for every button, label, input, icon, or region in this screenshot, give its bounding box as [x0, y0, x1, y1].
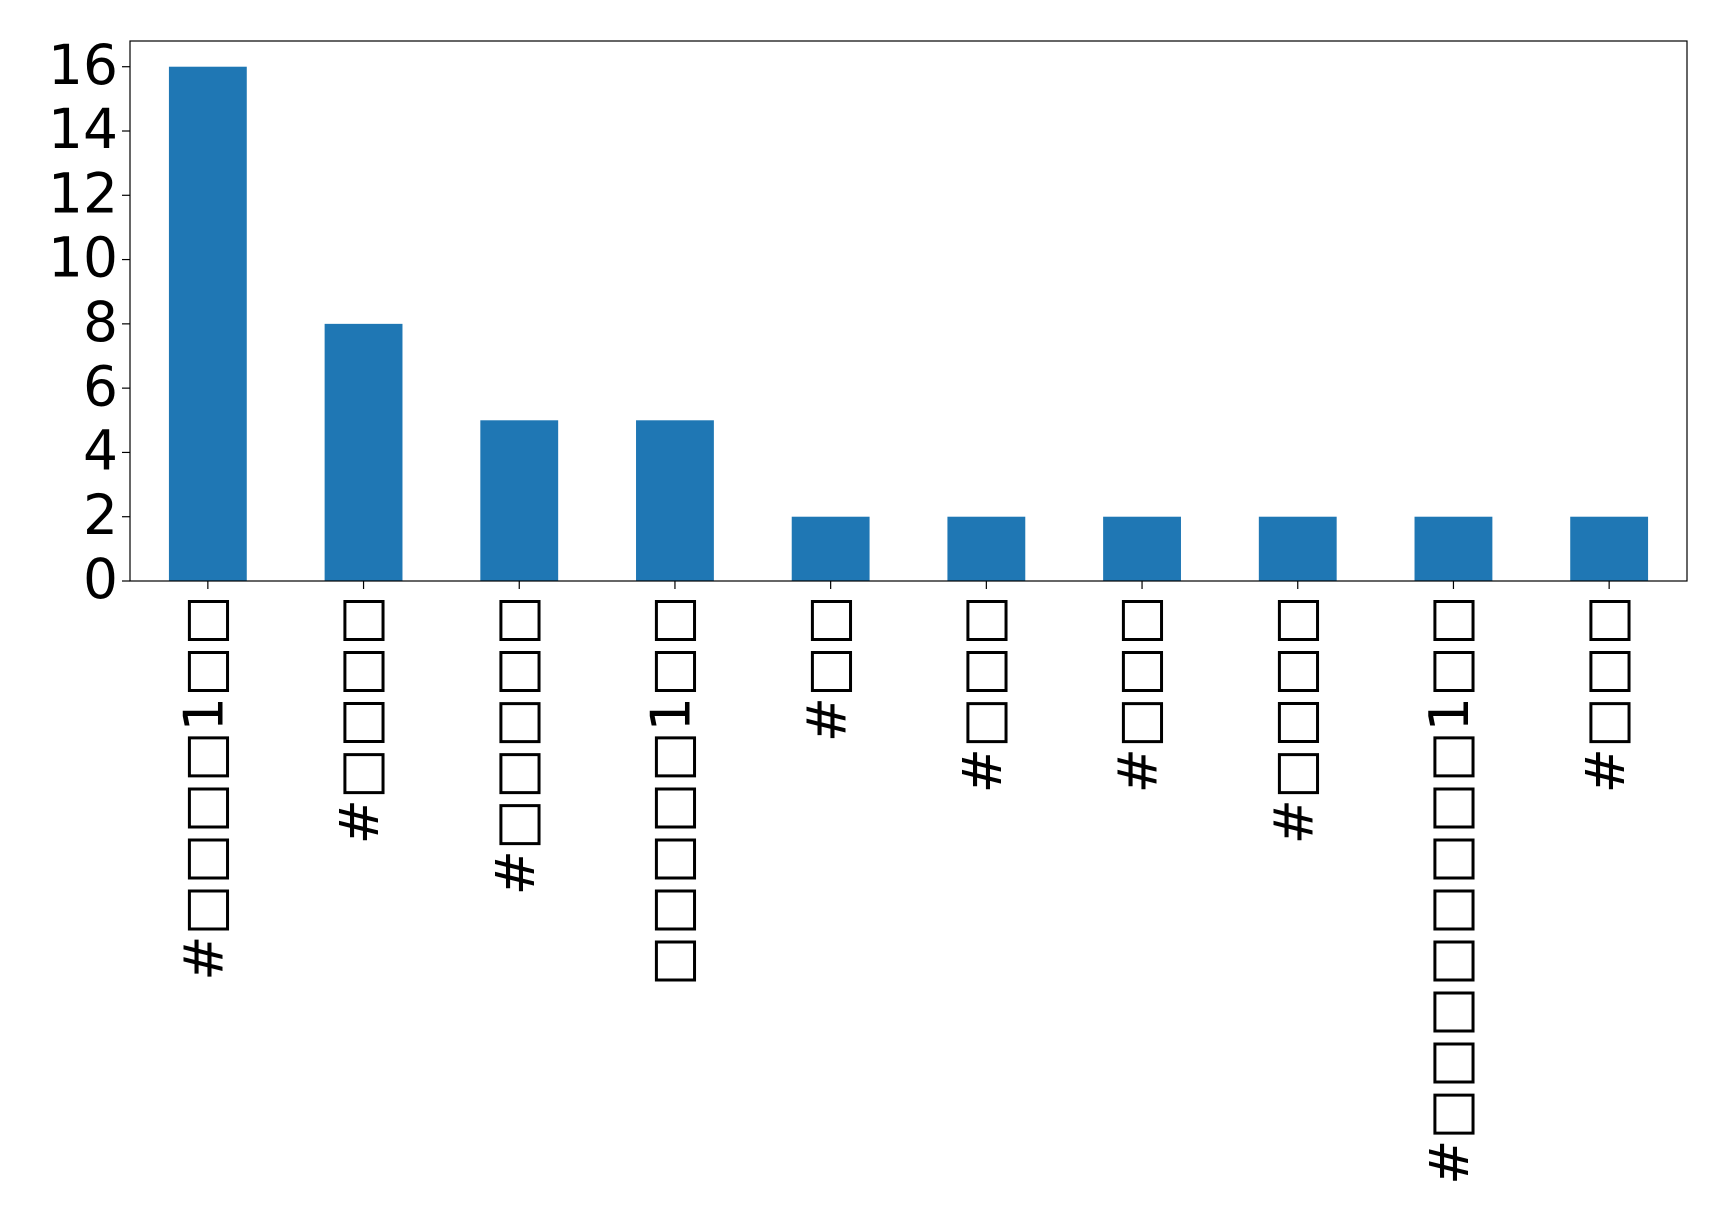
y-tick-label: 8	[83, 290, 118, 354]
bar	[324, 323, 403, 581]
x-tick-label: #□□□□□□□□1□□	[1418, 595, 1481, 1185]
y-tick-label: 0	[83, 547, 118, 611]
x-tick-label: #□□□	[1107, 595, 1170, 793]
x-tick-label: #□□□□	[1262, 595, 1325, 844]
x-tick-label: #□□□□□	[484, 595, 547, 895]
bar	[791, 516, 870, 581]
y-tick-label: 10	[48, 226, 118, 290]
y-tick-label: 14	[48, 97, 118, 161]
bar	[636, 420, 714, 581]
bar	[1570, 516, 1649, 581]
y-tick-label: 6	[83, 354, 118, 418]
bar	[947, 516, 1026, 581]
y-tick-label: 12	[48, 161, 118, 225]
plot-frame	[129, 40, 1688, 582]
x-tick-label: □□□□□1□□	[640, 595, 703, 987]
bar	[480, 420, 559, 581]
y-tick-label: 4	[83, 419, 118, 483]
x-tick-label: #□□□	[1574, 595, 1637, 793]
bar	[1103, 516, 1181, 581]
y-tick-label: 16	[48, 33, 118, 97]
x-tick-label: #□□	[795, 595, 858, 742]
x-tick-label: #□□□	[951, 595, 1014, 793]
bar	[1258, 516, 1337, 581]
y-tick-label: 2	[83, 483, 118, 547]
x-tick-label: #□□□□1□□	[172, 595, 235, 981]
bar	[168, 66, 247, 581]
bar	[1414, 516, 1493, 581]
x-tick-label: #□□□□	[328, 595, 391, 844]
